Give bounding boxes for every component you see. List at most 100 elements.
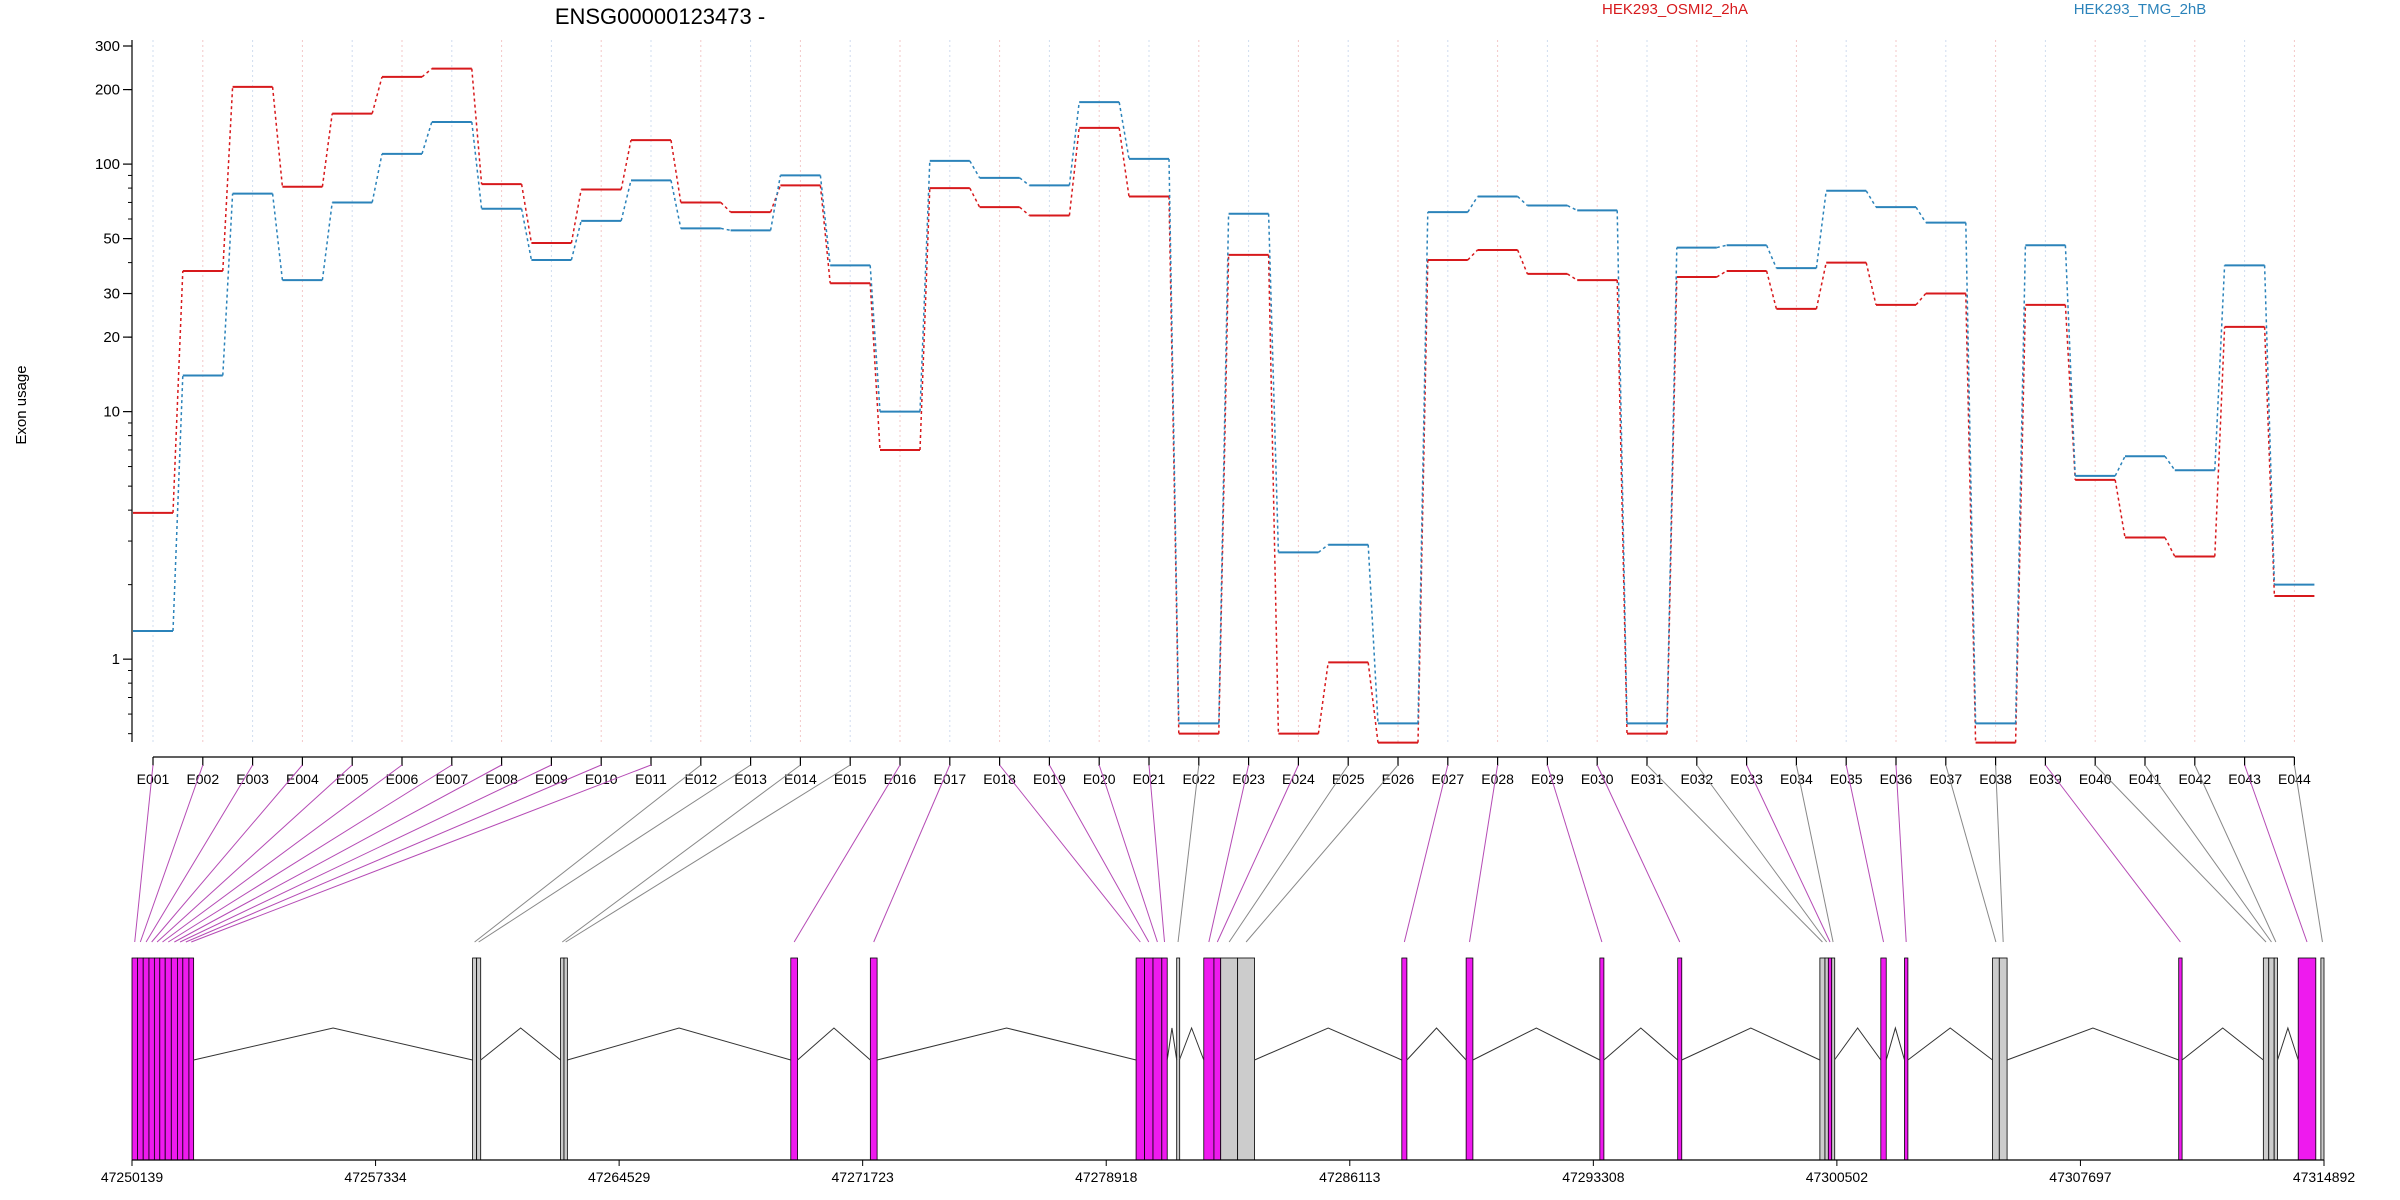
series-1-connector: [371, 76, 383, 114]
series-1-connector: [2014, 304, 2027, 743]
series-1-connector: [720, 201, 732, 213]
series-2-connector: [222, 193, 234, 376]
intron-line: [193, 1027, 473, 1061]
series-2-connector: [421, 121, 433, 155]
y-tick-label: 30: [103, 286, 120, 303]
series-1-connector: [2263, 326, 2276, 596]
x-tick-label-e009: E009: [535, 771, 568, 787]
exon-box-e003: [142, 957, 150, 1161]
series-1: [133, 67, 2315, 744]
connector-e013: [478, 764, 751, 943]
intron-line: [1178, 1026, 1205, 1061]
series-2-connector: [620, 180, 632, 221]
legend-series-1: HEK293_OSMI2_2hA: [1602, 1, 1748, 18]
x-tick-label-e017: E017: [933, 771, 966, 787]
connector-e033: [1746, 764, 1831, 943]
exon-box-e036: [1904, 957, 1909, 1161]
connector-e017: [873, 764, 951, 943]
x-tick-label-e010: E010: [585, 771, 618, 787]
series-1-connector: [1068, 127, 1080, 216]
series-2-connector: [819, 175, 831, 266]
intron-line: [1907, 1027, 1993, 1061]
x-tick-label-e043: E043: [2228, 771, 2261, 787]
x-tick-label-e032: E032: [1680, 771, 1713, 787]
exon-box-e011: [188, 957, 195, 1161]
x-tick-label-e021: E021: [1133, 771, 1166, 787]
y-tick-label: 10: [103, 404, 120, 421]
exon-box-e028: [1465, 957, 1474, 1161]
exon-box-e013: [476, 957, 482, 1161]
connector-e003: [145, 764, 254, 943]
connector-e012: [474, 764, 702, 943]
series-1-connector: [1218, 254, 1230, 734]
series-1-connector: [570, 189, 582, 244]
series-1-connector: [1915, 293, 1927, 306]
series-2-connector: [2064, 245, 2076, 476]
connector-e020: [1098, 764, 1158, 943]
series-1-connector: [1616, 280, 1628, 734]
coordinate-label: 47314892: [2293, 1169, 2356, 1185]
x-tick-label-e025: E025: [1332, 771, 1365, 787]
series-2-connector: [1517, 195, 1528, 207]
series-2-connector: [869, 265, 881, 412]
x-tick-label-e023: E023: [1232, 771, 1265, 787]
series-2-connector: [1417, 212, 1429, 724]
exon-box-e033: [1827, 957, 1833, 1161]
series-2-connector: [1467, 196, 1479, 213]
connector-e035: [1845, 764, 1885, 943]
grid-lines: [152, 40, 2295, 742]
connector-e008: [174, 764, 502, 943]
exon-box-e001: [131, 957, 138, 1161]
exon-box-e044: [2320, 957, 2325, 1161]
intron-line: [1681, 1027, 1821, 1061]
exon-box-e040: [2262, 957, 2270, 1161]
series-1-connector: [670, 139, 682, 203]
exon-box-e030: [1677, 957, 1683, 1161]
connector-e019: [1048, 764, 1150, 943]
exon-box-e004: [148, 957, 155, 1161]
x-tick-label-e008: E008: [485, 771, 518, 787]
series-2-connector: [1068, 102, 1080, 186]
exon-box-e015: [563, 957, 568, 1161]
intron-line: [876, 1027, 1137, 1061]
connector-e002: [139, 764, 204, 943]
exon-box-e016: [790, 957, 798, 1161]
exon-box-e005: [153, 957, 161, 1161]
series-1-connector: [520, 184, 533, 244]
series-2-connector: [969, 160, 981, 179]
gene-model: 47250139 47257334 47264529 47271723 47278918…: [101, 957, 2356, 1185]
x-tick-label-e007: E007: [435, 771, 468, 787]
exon-box-e018: [1135, 957, 1145, 1161]
series-2-connector: [1865, 190, 1877, 208]
x-tick-label-e020: E020: [1083, 771, 1116, 787]
exon-box-e006: [159, 957, 166, 1161]
series-1-connector: [969, 187, 981, 208]
series-2-connector: [1019, 177, 1030, 187]
x-tick-label-e024: E024: [1282, 771, 1315, 787]
series-1-connector: [1567, 273, 1578, 281]
series-1-connector: [172, 270, 184, 513]
coordinate-label: 47278918: [1075, 1169, 1138, 1185]
intron-line: [567, 1027, 791, 1061]
connector-e036: [1895, 764, 1907, 943]
exon-box-e035: [1880, 957, 1887, 1161]
intron-line: [1406, 1027, 1467, 1061]
exon-box-e021: [1161, 957, 1168, 1161]
series-1-connector: [1367, 662, 1379, 743]
exon-box-e034: [1831, 957, 1836, 1161]
connector-e010: [185, 764, 602, 943]
x-tick-label-e041: E041: [2129, 771, 2162, 787]
series-1-connector: [2214, 326, 2226, 557]
x-tick-label-e028: E028: [1481, 771, 1514, 787]
coordinate-label: 47257334: [344, 1169, 407, 1185]
connector-e011: [191, 764, 652, 943]
y-tick-label: 1: [112, 651, 120, 668]
x-tick-label-e039: E039: [2029, 771, 2062, 787]
series-2-connector: [520, 208, 533, 261]
series-2-connector: [1567, 204, 1578, 212]
series-2-connector: [1915, 206, 1927, 224]
connector-e001: [134, 764, 154, 943]
connector-e028: [1469, 764, 1499, 943]
exon-box-e012: [472, 957, 478, 1161]
